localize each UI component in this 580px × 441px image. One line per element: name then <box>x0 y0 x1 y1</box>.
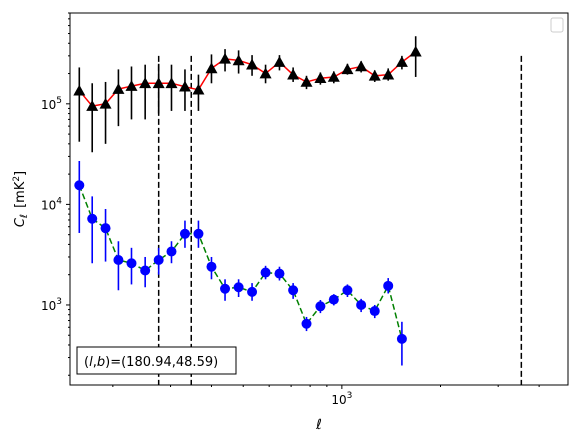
data-point-1-9 <box>193 228 204 239</box>
y-tick-label-1: 104 <box>41 196 62 212</box>
data-point-1-11 <box>220 283 231 294</box>
data-point-0-25 <box>409 45 422 57</box>
y-tick-label-2: 105 <box>41 96 62 112</box>
data-point-0-9 <box>192 83 205 95</box>
data-point-0-1 <box>86 100 99 111</box>
axes: 103 104 105 103 <box>41 12 540 407</box>
x-tick-label-0: 103 <box>331 391 352 407</box>
data-point-0-0 <box>73 84 86 96</box>
data-point-0-4 <box>125 80 138 91</box>
data-point-0-14 <box>259 67 272 79</box>
data-point-1-18 <box>315 301 326 312</box>
data-point-0-23 <box>382 68 395 80</box>
data-point-1-22 <box>369 306 380 317</box>
data-point-1-5 <box>140 265 151 276</box>
data-point-1-13 <box>247 286 258 297</box>
data-point-1-19 <box>328 294 339 305</box>
data-point-0-5 <box>139 77 152 89</box>
data-point-1-8 <box>179 228 190 239</box>
plot-frame <box>69 12 569 386</box>
data-point-1-3 <box>113 254 124 265</box>
data-point-0-22 <box>368 69 381 81</box>
annotation-box: (l,b)=(180.94,48.59) <box>76 346 237 375</box>
legend-box <box>550 17 564 33</box>
y-axis-symbol: C <box>13 217 28 227</box>
data-point-0-13 <box>246 58 259 70</box>
annotation-text: (l,b)=(180.94,48.59) <box>84 355 218 370</box>
data-point-1-2 <box>100 223 111 234</box>
data-point-0-16 <box>287 68 300 80</box>
data-point-0-24 <box>395 56 408 67</box>
data-point-1-12 <box>233 282 244 293</box>
data-point-0-11 <box>219 52 232 64</box>
data-point-1-16 <box>288 285 299 296</box>
plot-area <box>73 36 523 385</box>
data-point-1-6 <box>153 254 164 265</box>
data-point-0-8 <box>178 80 191 92</box>
data-point-0-12 <box>232 54 245 66</box>
data-point-0-10 <box>205 62 218 74</box>
data-point-0-21 <box>355 60 368 72</box>
data-point-1-10 <box>206 261 217 272</box>
data-point-1-21 <box>356 299 367 310</box>
data-point-1-7 <box>166 246 177 257</box>
series-1 <box>74 161 407 366</box>
data-point-1-14 <box>260 267 271 278</box>
y-tick-label-0: 103 <box>41 297 62 313</box>
data-point-0-2 <box>99 97 112 109</box>
data-point-1-24 <box>396 333 407 344</box>
data-point-1-17 <box>301 318 312 329</box>
series-line-0 <box>78 51 417 107</box>
data-point-0-6 <box>152 77 165 89</box>
data-point-0-19 <box>327 70 340 82</box>
y-axis-label: Cℓ [mK2] <box>12 171 30 227</box>
data-point-0-15 <box>273 56 286 67</box>
data-point-0-17 <box>300 75 313 87</box>
data-point-0-18 <box>314 72 327 83</box>
data-point-0-7 <box>165 77 178 89</box>
x-axis-label: ℓ <box>315 417 322 433</box>
data-point-1-20 <box>342 285 353 296</box>
y-axis-units-sup: 2 <box>12 176 22 182</box>
data-point-1-23 <box>383 280 394 291</box>
data-point-1-1 <box>87 213 98 224</box>
data-point-1-4 <box>126 258 137 269</box>
y-axis-units: [mK <box>13 181 28 208</box>
data-point-1-0 <box>74 180 85 191</box>
series-0 <box>73 36 422 153</box>
data-point-0-20 <box>341 63 354 75</box>
y-axis-units-end: ] <box>13 171 28 176</box>
data-point-0-3 <box>112 83 125 94</box>
data-point-1-15 <box>274 268 285 279</box>
y-axis-subscript: ℓ <box>19 214 30 218</box>
